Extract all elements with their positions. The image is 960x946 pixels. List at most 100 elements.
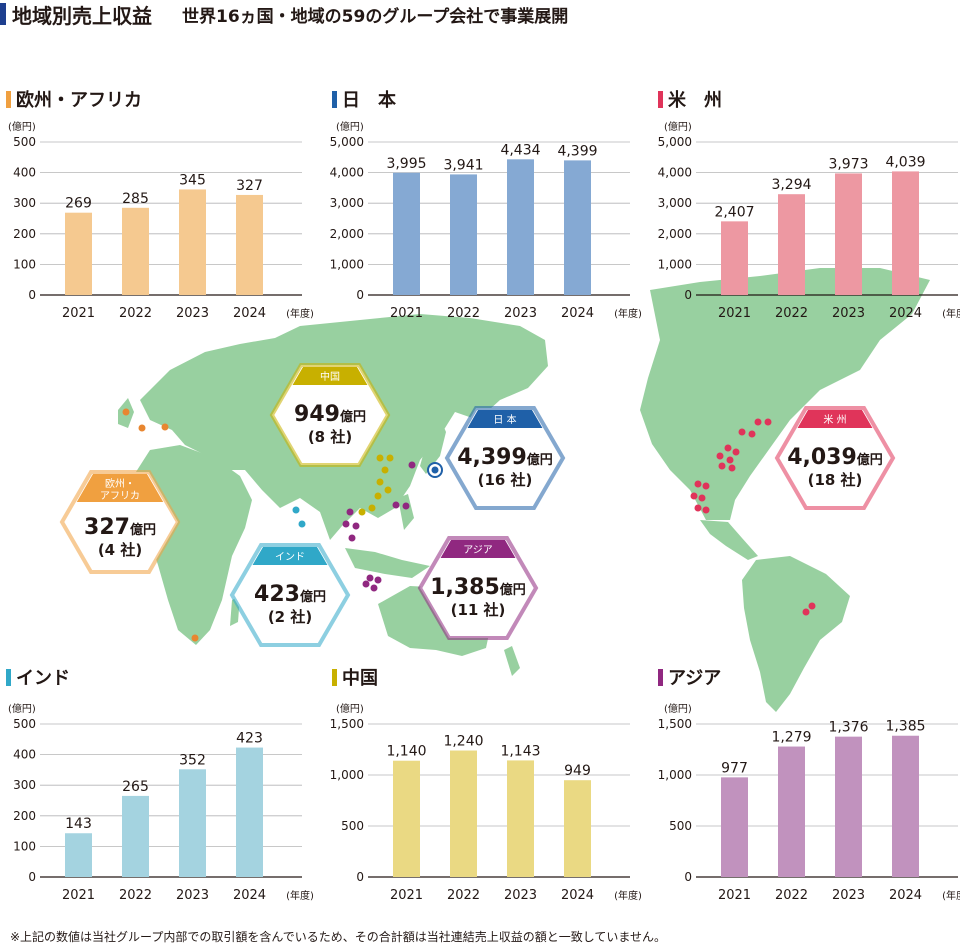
marker-americas: [694, 504, 702, 512]
marker-americas: [718, 462, 726, 470]
badge-company-count: (4 社): [98, 541, 142, 559]
value-label: 977: [721, 760, 748, 776]
chart-title-text: 米 州: [668, 90, 722, 111]
y-tick-label: 1,000: [330, 257, 364, 271]
chart-title-europe-africa: 欧州・アフリカ: [6, 86, 142, 112]
marker-asia: [402, 502, 410, 510]
title-accent-bar: [332, 668, 337, 686]
y-unit-label: (億円): [664, 702, 692, 715]
badge-company-count: (8 社): [308, 428, 352, 446]
marker-americas: [724, 444, 732, 452]
y-tick-label: 500: [669, 819, 692, 833]
x-unit-label: (年度): [286, 307, 314, 320]
x-tick-label: 2024: [233, 888, 266, 903]
x-tick-label: 2022: [447, 888, 480, 903]
chart-title-text: アジア: [668, 668, 722, 689]
y-tick-label: 400: [13, 166, 36, 180]
marker-americas: [732, 448, 740, 456]
value-label: 1,385: [885, 719, 925, 735]
marker-china: [376, 454, 384, 462]
value-label: 423: [236, 731, 263, 747]
central-america-land: [700, 520, 758, 560]
y-tick-label: 200: [13, 809, 36, 823]
north-america-land: [640, 268, 930, 520]
y-tick-label: 5,000: [658, 135, 692, 149]
badge-amount-unit: 億円: [857, 452, 883, 468]
y-tick-label: 3,000: [330, 196, 364, 210]
bar-2022: [778, 194, 805, 295]
bar-2021: [393, 172, 420, 295]
badge-amount: 949億円: [294, 402, 366, 427]
marker-asia: [342, 520, 350, 528]
y-tick-label: 1,000: [658, 768, 692, 782]
chart-title-japan: 日 本: [332, 86, 396, 112]
page-title: 地域別売上収益: [12, 3, 152, 28]
bar-2024: [564, 780, 591, 877]
badge-label-bar: [797, 410, 873, 428]
title-accent-bar: [6, 90, 11, 108]
bar-2024: [892, 735, 919, 877]
y-tick-label: 1,500: [330, 717, 364, 731]
value-label: 269: [65, 196, 92, 212]
badge-amount-unit: 億円: [340, 409, 366, 425]
y-tick-label: 4,000: [658, 166, 692, 180]
marker-china: [386, 454, 394, 462]
x-tick-label: 2024: [889, 306, 922, 321]
marker-china: [368, 504, 376, 512]
marker-asia: [366, 574, 374, 582]
x-tick-label: 2022: [119, 888, 152, 903]
y-unit-label: (億円): [336, 120, 364, 133]
x-tick-label: 2021: [390, 306, 423, 321]
nz-land: [504, 646, 520, 676]
value-label: 4,434: [500, 142, 540, 158]
marker-asia: [348, 534, 356, 542]
x-tick-label: 2024: [561, 306, 594, 321]
bar-2023: [835, 736, 862, 877]
title-accent-bar: [6, 668, 11, 686]
page-header: 地域別売上収益 世界16ヵ国・地域の59のグループ会社で事業展開: [0, 0, 568, 28]
value-label: 285: [122, 191, 149, 207]
x-tick-label: 2022: [119, 306, 152, 321]
bar-2021: [393, 760, 420, 877]
badge-company-count: (2 社): [268, 608, 312, 626]
value-label: 265: [122, 779, 149, 795]
y-tick-label: 2,000: [658, 227, 692, 241]
badge-label-bar: [467, 410, 543, 428]
marker-india: [292, 506, 300, 514]
badge-region-label: 日 本: [493, 413, 516, 426]
marker-china: [358, 508, 366, 516]
marker-americas: [694, 480, 702, 488]
headquarters-marker: [427, 462, 443, 478]
south-america-land: [742, 556, 850, 712]
badge-amount-unit: 億円: [500, 582, 526, 598]
bar-charts: (億円) 0 100 200 300 400 500 269 2021 285 2022 345 202…: [8, 120, 960, 903]
x-tick-label: 2021: [390, 888, 423, 903]
marker-americas: [702, 506, 710, 514]
x-unit-label: (年度): [942, 307, 960, 320]
y-tick-label: 0: [28, 288, 36, 302]
marker-americas: [728, 464, 736, 472]
x-tick-label: 2024: [233, 306, 266, 321]
marker-china: [376, 478, 384, 486]
chart-title-asia: アジア: [658, 664, 721, 690]
y-tick-label: 3,000: [658, 196, 692, 210]
badge-label-bar: [292, 367, 368, 385]
bar-2021: [721, 777, 748, 877]
marker-americas: [754, 418, 762, 426]
marker-asia: [392, 501, 400, 509]
y-unit-label: (億円): [8, 702, 36, 715]
x-tick-label: 2022: [775, 306, 808, 321]
x-tick-label: 2021: [718, 888, 751, 903]
chart-europe_africa: (億円) 0 100 200 300 400 500 269 2021 285 2022 345 202…: [8, 120, 314, 321]
badge-amount-unit: 億円: [527, 452, 553, 468]
value-label: 4,039: [885, 154, 925, 170]
value-label: 3,294: [771, 177, 811, 193]
marker-europe-africa: [191, 634, 199, 642]
badge-label-bar: [76, 474, 164, 502]
header-accent-bar: [0, 3, 6, 25]
value-label: 143: [65, 816, 92, 832]
chart-americas: (億円) 0 1,000 2,000 3,000 4,000 5,000 2,407 2021 3…: [658, 120, 960, 321]
value-label: 1,279: [771, 730, 811, 746]
